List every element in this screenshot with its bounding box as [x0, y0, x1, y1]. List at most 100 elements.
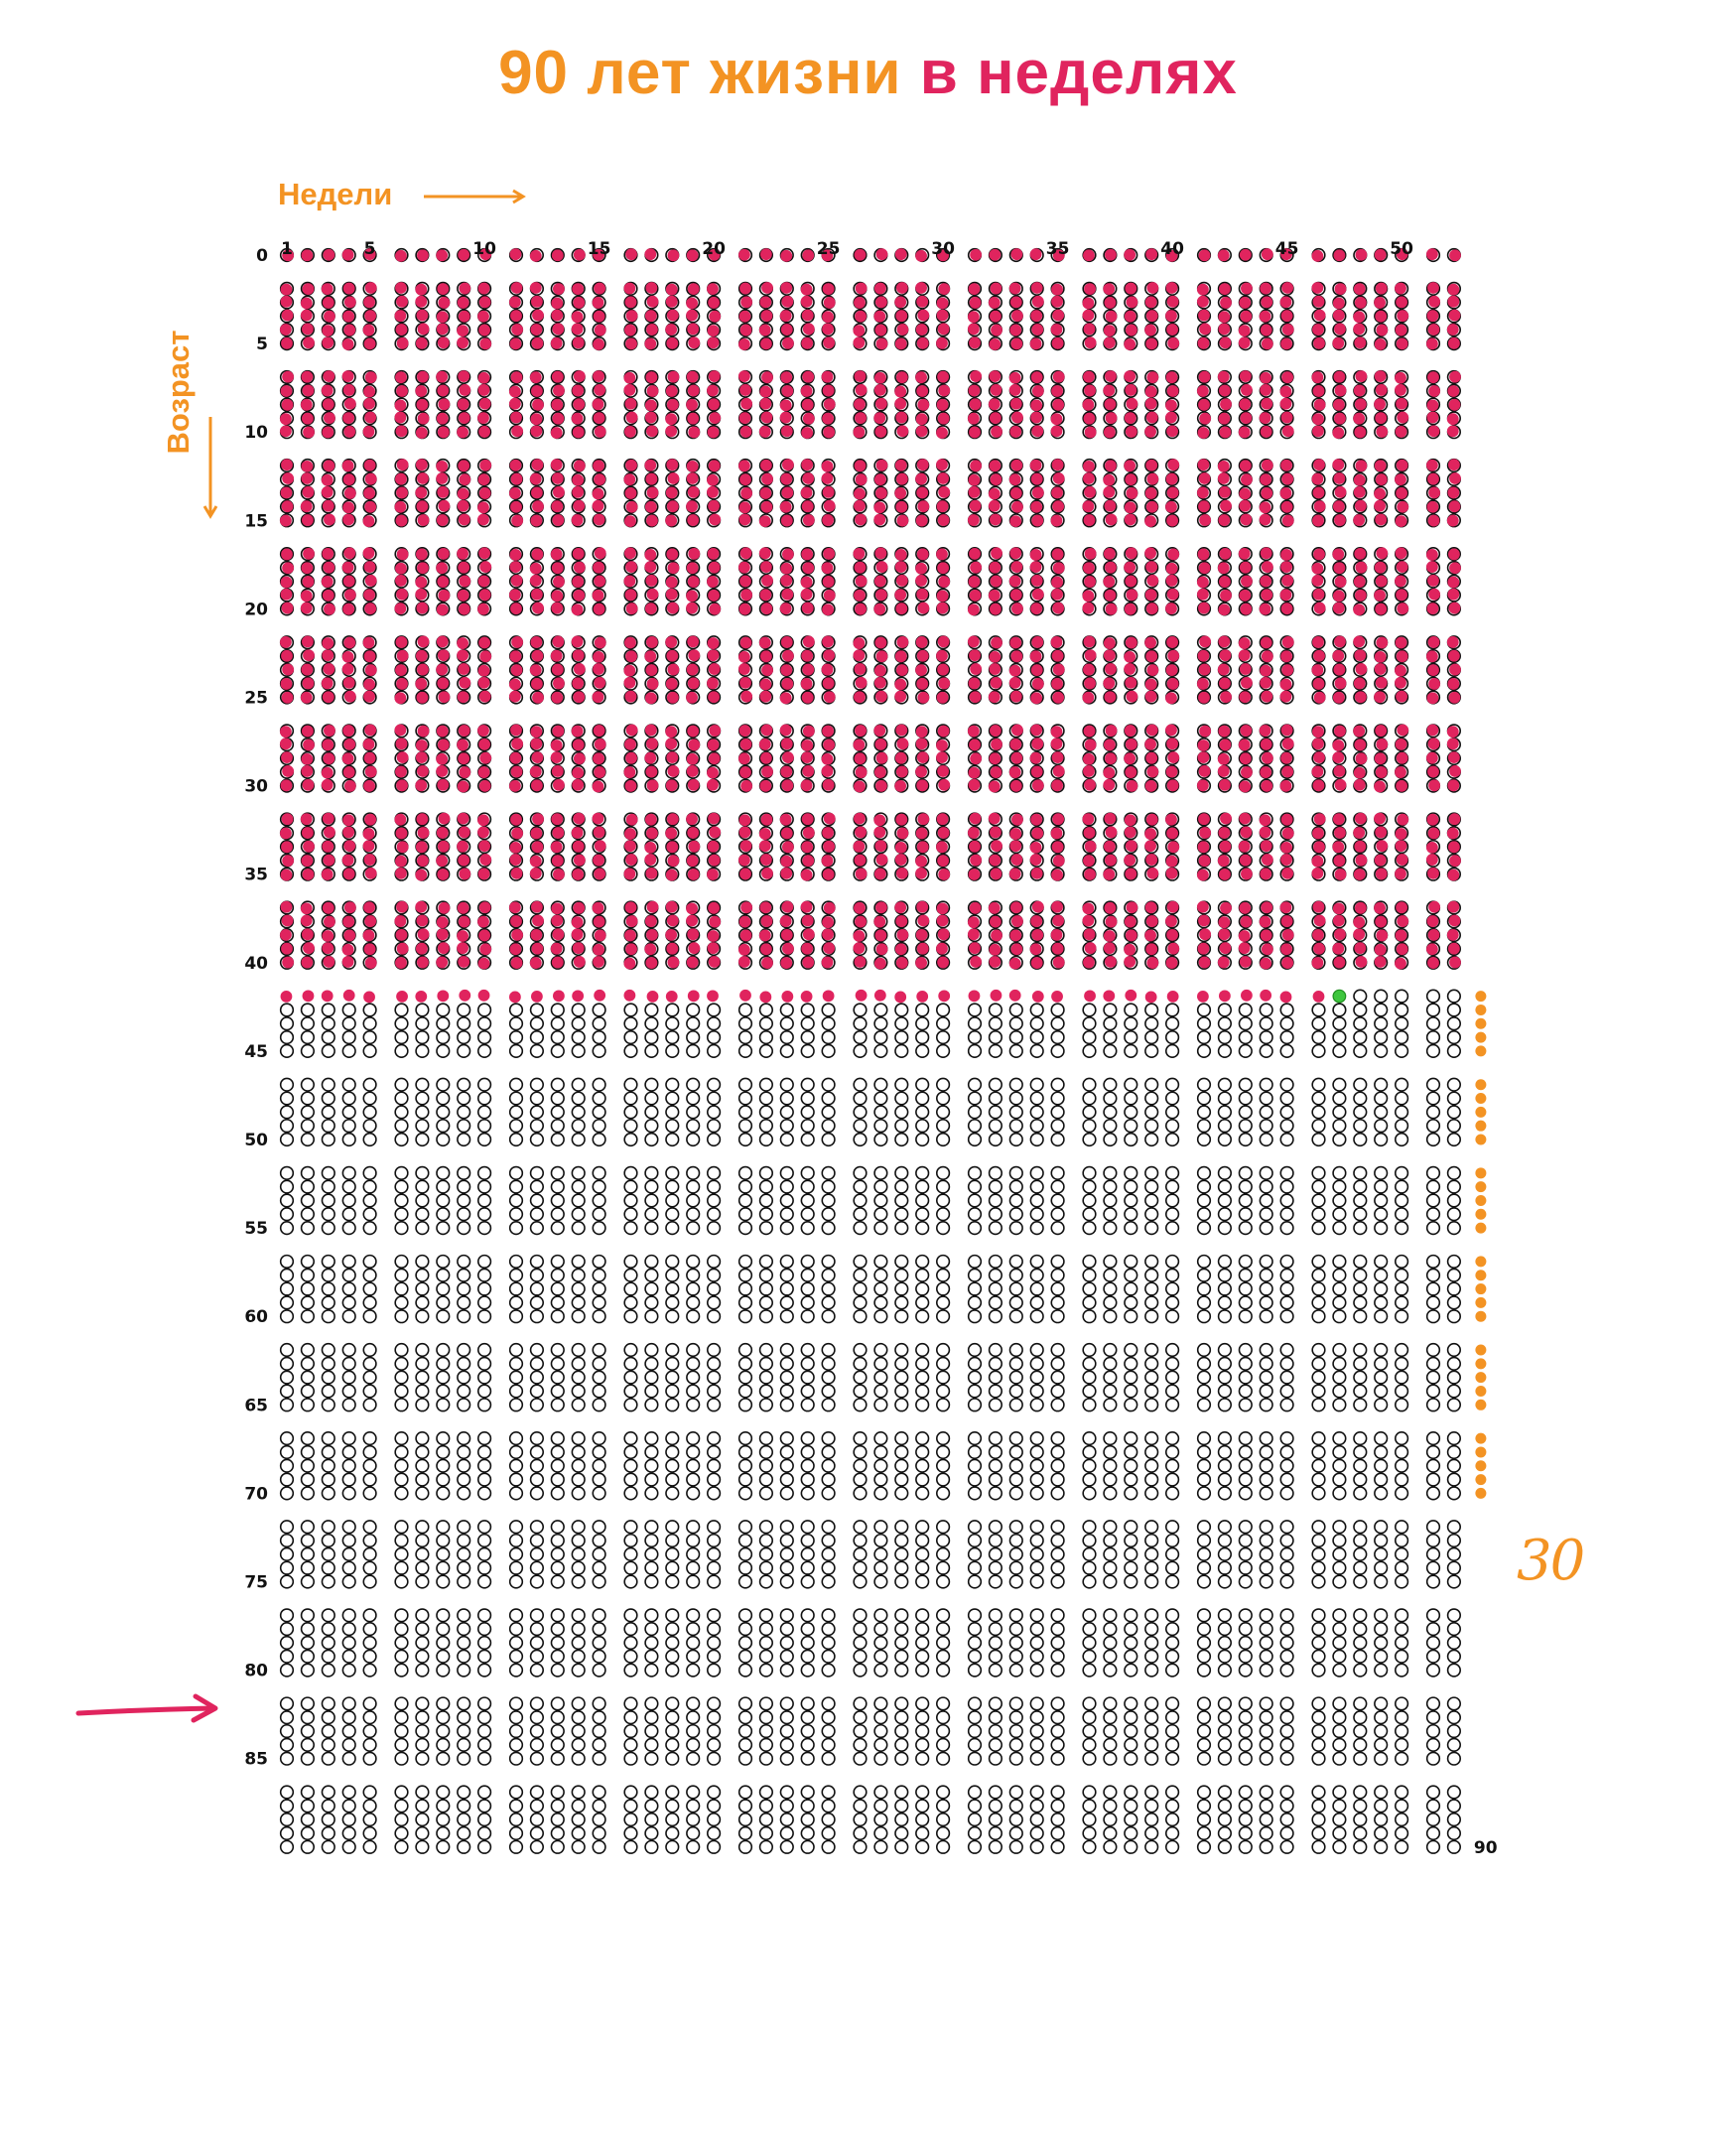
lived-week-dot — [1311, 764, 1326, 779]
future-week-dot — [550, 1370, 565, 1385]
future-week-dot — [1164, 1546, 1180, 1561]
future-week-dot — [341, 1105, 356, 1120]
lived-week-dot — [1008, 425, 1023, 440]
future-week-dot — [665, 1132, 680, 1147]
lived-week-dot — [1217, 955, 1232, 970]
future-week-dot — [1008, 1384, 1023, 1399]
lived-week-dot — [853, 560, 868, 576]
lived-week-dot — [529, 383, 545, 398]
lived-week-dot — [665, 648, 680, 664]
future-week-dot — [550, 1574, 565, 1589]
lived-week-dot — [508, 955, 524, 970]
highlight-year-dot — [1475, 1093, 1487, 1105]
lived-week-dot — [1144, 690, 1159, 705]
future-week-dot — [362, 1193, 377, 1208]
future-week-dot — [1259, 1179, 1273, 1194]
lived-week-dot — [1008, 458, 1023, 473]
lived-week-dot — [915, 955, 930, 970]
lived-week-dot — [853, 955, 868, 970]
future-week-dot — [1082, 1486, 1097, 1501]
lived-week-dot — [1279, 560, 1294, 576]
future-week-dot — [665, 1723, 680, 1739]
future-week-dot — [1374, 1105, 1389, 1120]
future-week-dot — [686, 1520, 701, 1535]
future-week-dot — [394, 1723, 409, 1739]
lived-week-dot — [967, 369, 983, 385]
lived-week-dot — [1446, 853, 1461, 868]
future-week-dot — [988, 1751, 1003, 1766]
future-week-dot — [1050, 1785, 1065, 1800]
future-week-dot — [1196, 1649, 1212, 1664]
future-week-dot — [706, 1105, 722, 1120]
future-week-dot — [1217, 1737, 1232, 1752]
lived-week-dot — [737, 602, 753, 616]
lived-week-dot — [706, 560, 722, 576]
future-week-dot — [394, 1839, 409, 1854]
future-week-dot — [394, 1356, 409, 1371]
future-week-dot — [686, 1622, 701, 1637]
lived-week-dot — [1311, 750, 1326, 766]
lived-week-dot — [550, 295, 565, 310]
future-week-dot — [436, 1560, 451, 1575]
future-week-dot — [1374, 1696, 1389, 1711]
future-week-dot — [1425, 1342, 1441, 1358]
future-week-dot — [1446, 1520, 1461, 1535]
future-week-dot — [415, 1696, 430, 1711]
future-week-dot — [1374, 1622, 1389, 1637]
future-week-dot — [362, 1105, 377, 1120]
future-week-dot — [1103, 1608, 1118, 1623]
lived-week-dot — [665, 499, 680, 514]
lived-week-dot — [1238, 914, 1253, 929]
future-week-dot — [457, 1737, 471, 1752]
future-week-dot — [1124, 1179, 1138, 1194]
lived-week-dot — [1353, 778, 1368, 793]
future-week-dot — [988, 1091, 1003, 1106]
lived-week-dot — [1394, 928, 1409, 943]
future-week-dot — [508, 1193, 524, 1208]
lived-week-dot — [1394, 323, 1409, 337]
future-week-dot — [1353, 1472, 1368, 1487]
lived-week-dot — [821, 383, 836, 398]
future-week-dot — [1196, 1342, 1212, 1358]
lived-week-dot — [1164, 560, 1180, 576]
future-week-dot — [436, 1077, 451, 1092]
lived-week-dot — [1164, 513, 1180, 528]
lived-week-dot — [1279, 369, 1294, 385]
future-week-dot — [1332, 1533, 1347, 1548]
future-week-dot — [529, 1622, 545, 1637]
lived-week-dot — [415, 941, 430, 957]
lived-week-dot — [279, 247, 295, 263]
future-week-dot — [1029, 1737, 1044, 1752]
future-week-dot — [1332, 1431, 1347, 1446]
lived-week-dot — [853, 778, 868, 793]
lived-week-dot — [1279, 574, 1294, 589]
highlight-year-dot — [1475, 1432, 1487, 1444]
lived-week-dot — [779, 826, 794, 841]
future-week-dot — [1164, 1737, 1180, 1752]
future-week-dot — [1446, 1751, 1461, 1766]
future-week-dot — [477, 1444, 492, 1460]
lived-week-dot — [1217, 826, 1232, 841]
future-week-dot — [1446, 1119, 1461, 1134]
lived-week-dot — [1144, 547, 1159, 562]
lived-week-dot — [915, 323, 930, 337]
lived-week-dot — [1196, 485, 1212, 500]
future-week-dot — [894, 1520, 909, 1535]
future-week-dot — [1238, 1384, 1253, 1399]
lived-week-dot — [394, 764, 409, 779]
future-week-dot — [1332, 1799, 1347, 1813]
lived-week-dot — [1082, 778, 1097, 793]
future-week-dot — [1103, 1520, 1118, 1535]
future-week-dot — [341, 1710, 356, 1725]
lived-week-dot — [1238, 928, 1253, 943]
future-week-dot — [644, 1254, 659, 1270]
lived-week-dot — [592, 941, 606, 957]
lived-week-dot — [737, 295, 753, 310]
future-week-dot — [550, 1342, 565, 1358]
future-week-dot — [967, 1309, 983, 1324]
future-week-dot — [686, 1785, 701, 1800]
future-week-dot — [550, 1649, 565, 1664]
future-week-dot — [1217, 1165, 1232, 1180]
lived-week-dot — [1425, 425, 1441, 440]
lived-week-dot — [1259, 648, 1273, 664]
